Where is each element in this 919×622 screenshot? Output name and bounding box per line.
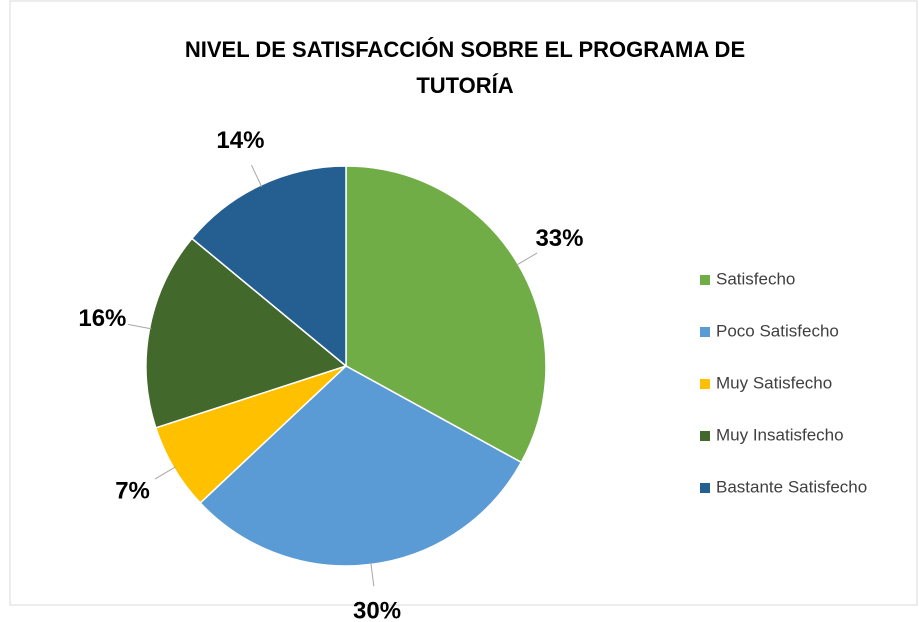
data-label: 33% bbox=[535, 225, 583, 252]
legend-label: Bastante Satisfecho bbox=[716, 477, 867, 496]
legend-swatch bbox=[700, 275, 710, 285]
leader-line bbox=[370, 562, 375, 587]
leader-line bbox=[251, 164, 263, 188]
legend-label: Muy Insatisfecho bbox=[716, 425, 844, 444]
leader-line bbox=[516, 252, 538, 266]
legend-label: Satisfecho bbox=[716, 269, 795, 288]
legend-swatch bbox=[700, 327, 710, 337]
data-label: 30% bbox=[353, 597, 401, 622]
data-label: 7% bbox=[115, 478, 150, 505]
leader-line bbox=[154, 466, 176, 480]
data-label: 16% bbox=[78, 305, 126, 332]
legend-swatch bbox=[700, 483, 710, 493]
data-label: 14% bbox=[216, 127, 264, 154]
chart-title: NIVEL DE SATISFACCIÓN SOBRE EL PROGRAMA … bbox=[184, 37, 746, 98]
legend-label: Poco Satisfecho bbox=[716, 321, 839, 340]
legend-label: Muy Satisfecho bbox=[716, 373, 832, 392]
legend-swatch bbox=[700, 379, 710, 389]
leader-line bbox=[127, 323, 152, 330]
chart-border bbox=[9, 0, 918, 606]
legend-swatch bbox=[700, 431, 710, 441]
